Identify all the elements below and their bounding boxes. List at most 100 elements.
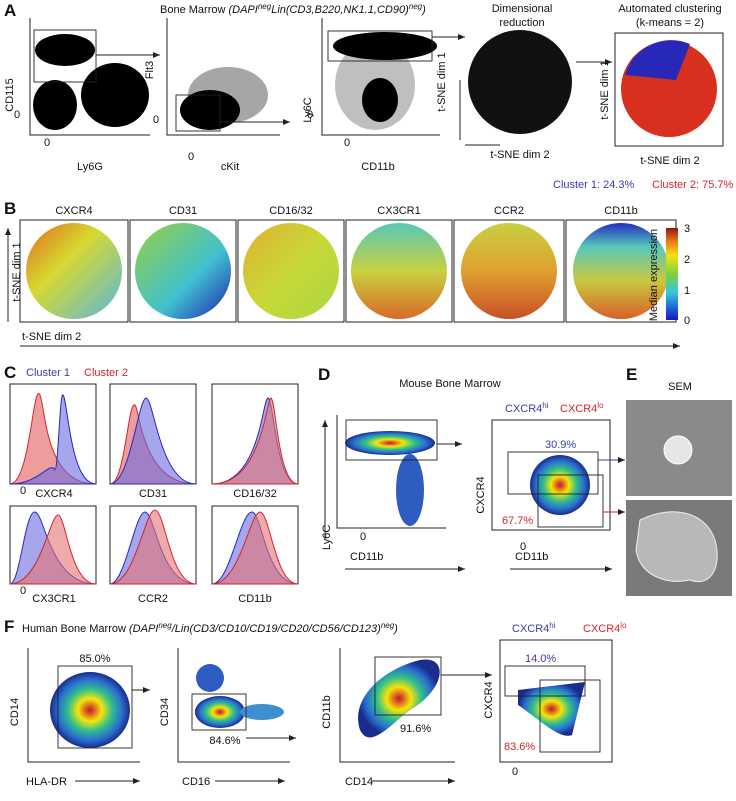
colorbar-tick: 1 bbox=[684, 285, 690, 297]
density bbox=[50, 672, 130, 748]
axes bbox=[166, 18, 280, 136]
gate bbox=[374, 656, 442, 716]
gate bbox=[175, 94, 221, 132]
gate-mid: Lin(CD3,B220,NK1.1,CD90) bbox=[271, 4, 409, 16]
marker-label: CD16/32 bbox=[233, 488, 276, 500]
y-axis-label: CD14 bbox=[9, 698, 21, 726]
gate-label-lo: CXCR4lo bbox=[560, 401, 604, 415]
panel-label: D bbox=[318, 365, 330, 384]
histogram-cluster-2 bbox=[109, 509, 197, 585]
gate-text: (DAPIneg/Lin(CD3/CD10/CD19/CD20/CD56/CD1… bbox=[129, 621, 398, 635]
cell-population bbox=[335, 40, 415, 130]
marker-title: CCR2 bbox=[494, 205, 524, 217]
axes bbox=[339, 648, 455, 763]
gate-sup: neg bbox=[258, 2, 272, 11]
cell-population bbox=[188, 67, 268, 123]
gate bbox=[327, 30, 433, 62]
plot-frame bbox=[237, 219, 345, 323]
tsne-plot: Dimensional reduction t-SNE dim 1 t-SNE … bbox=[436, 3, 612, 161]
axes bbox=[29, 18, 150, 136]
sem-cell bbox=[663, 435, 693, 465]
panel-title: Human Bone Marrow (DAPIneg/Lin(CD3/CD10/… bbox=[22, 621, 398, 635]
gate-sup: neg bbox=[158, 621, 172, 630]
density bbox=[195, 696, 245, 728]
tick-label: 0 bbox=[344, 137, 350, 149]
plot-frame bbox=[614, 32, 724, 147]
x-axis-label: CD14 bbox=[345, 776, 373, 788]
histograms: 0 CXCR4 CD31 CD16/32 0 CX3CR1 CCR2 CD11b bbox=[9, 383, 299, 605]
axes bbox=[459, 80, 500, 146]
y-axis-label: CD34 bbox=[159, 698, 171, 726]
gate-label-base: CXCR4 bbox=[505, 403, 542, 415]
tick-label: 0 bbox=[307, 109, 313, 121]
plot-frame bbox=[345, 219, 453, 323]
tick-label: 0 bbox=[20, 485, 26, 497]
panel-label: E bbox=[626, 365, 637, 384]
density-plot: 0 Ly6C CD11b bbox=[321, 415, 465, 572]
tick-label: 0 bbox=[20, 585, 26, 597]
panel-label: F bbox=[4, 617, 14, 636]
colorbar-tick: 2 bbox=[684, 254, 690, 266]
cell-population bbox=[362, 78, 398, 122]
x-axis-label: CD11b bbox=[515, 551, 548, 563]
tsne-heatmaps: CXCR4 CD31 CD16/32 CX3CR1 CCR2 CD11b t-S… bbox=[5, 205, 690, 349]
axes bbox=[336, 415, 446, 529]
tsne-cloud bbox=[468, 30, 572, 134]
gate-percent: 91.6% bbox=[400, 723, 431, 735]
x-axis-label: Ly6G bbox=[77, 161, 103, 173]
density-plot: CXCR4hi CXCR4lo 14.0% 83.6% 0 CXCR4 bbox=[483, 621, 627, 778]
marker-title: CXCR4 bbox=[55, 205, 92, 217]
density-plot: 84.6% CD34 CD16 bbox=[159, 648, 296, 788]
panel-title: Bone Marrow (DAPInegLin(CD3,B220,NK1.1,C… bbox=[160, 2, 426, 16]
marker-label: CCR2 bbox=[138, 593, 168, 605]
legend-entry: Cluster 1 bbox=[26, 367, 70, 379]
colorbar-tick: 3 bbox=[684, 223, 690, 235]
gate-hi bbox=[507, 451, 599, 495]
gate-prefix: DAPI bbox=[133, 623, 159, 635]
title-text: Human Bone Marrow bbox=[22, 623, 126, 635]
gate-mid: /Lin(CD3/CD10/CD19/CD20/CD56/CD123) bbox=[171, 623, 381, 635]
tsne-map bbox=[573, 223, 669, 319]
gate-sup: neg bbox=[409, 2, 423, 11]
legend-entry: Cluster 2 bbox=[84, 367, 128, 379]
cell-population bbox=[180, 90, 240, 130]
gate-label-base: CXCR4 bbox=[560, 403, 597, 415]
gate-percent: 83.6% bbox=[504, 741, 535, 753]
tick-label: 0 bbox=[153, 114, 159, 126]
plot-frame bbox=[129, 219, 237, 323]
scatter-plot: 0 0 CD115 Ly6G bbox=[4, 18, 160, 173]
cluster-1-label: Cluster 1: 24.3% bbox=[553, 179, 635, 191]
tick-label: 0 bbox=[188, 151, 194, 163]
plot-title: reduction bbox=[499, 17, 544, 29]
gate-label-base: CXCR4 bbox=[512, 623, 549, 635]
plot-title: Dimensional bbox=[492, 3, 553, 15]
x-axis-label: cKit bbox=[221, 161, 239, 173]
x-axis-label: t-SNE dim 2 bbox=[22, 331, 81, 343]
title-text: Bone Marrow bbox=[160, 4, 225, 16]
marker-label: CD11b bbox=[238, 593, 271, 605]
gate-percent: 84.6% bbox=[209, 735, 240, 747]
y-axis-label: Ly6C bbox=[321, 525, 333, 550]
plot-frame bbox=[19, 219, 129, 323]
panel-title: SEM bbox=[668, 381, 692, 393]
panel-label: A bbox=[4, 1, 16, 20]
panel-title: Mouse Bone Marrow bbox=[399, 378, 501, 390]
gate-close: ) bbox=[420, 4, 426, 16]
tick-label: 0 bbox=[520, 541, 526, 553]
sem-cell bbox=[635, 511, 718, 583]
gate bbox=[191, 693, 247, 731]
axes bbox=[27, 648, 140, 763]
y-axis-label: Ly6C bbox=[302, 97, 314, 122]
axes bbox=[177, 648, 290, 763]
colorbar bbox=[666, 228, 678, 320]
tsne-map bbox=[26, 223, 122, 319]
histogram-cluster-2 bbox=[211, 397, 299, 485]
cell-population bbox=[35, 34, 95, 66]
gate-label-sup: hi bbox=[542, 401, 548, 410]
y-axis-label: CD11b bbox=[321, 695, 333, 728]
axes bbox=[321, 18, 440, 136]
gate-label-sup: lo bbox=[620, 621, 627, 630]
gate-hi bbox=[504, 665, 586, 697]
gate-prefix: DAPI bbox=[232, 4, 258, 16]
